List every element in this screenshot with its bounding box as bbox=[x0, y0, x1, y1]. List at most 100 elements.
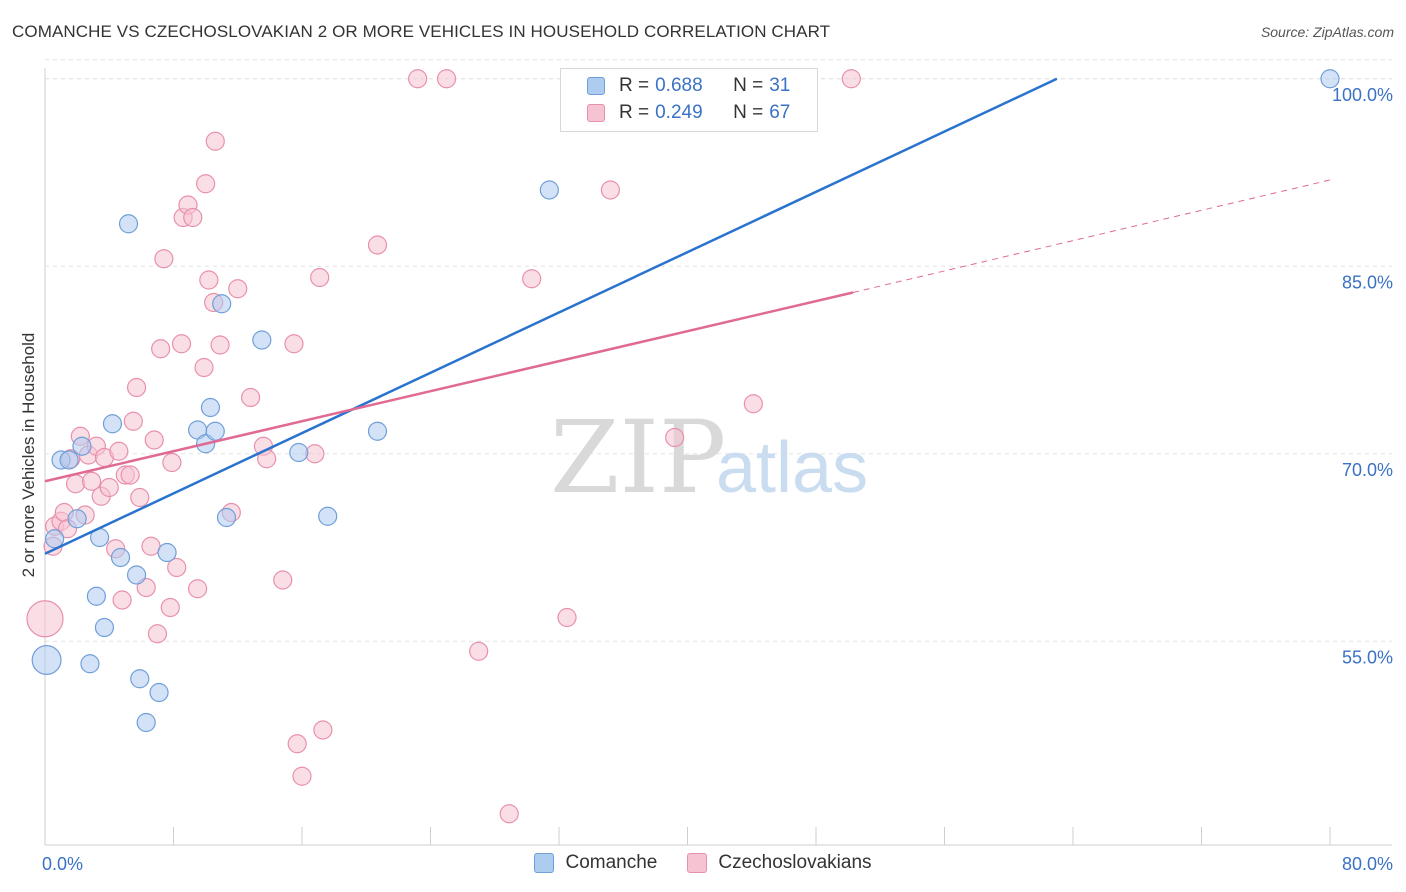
czech-point bbox=[162, 452, 182, 473]
legend-r-label: R = bbox=[619, 75, 650, 96]
czech-point bbox=[167, 557, 187, 578]
tick-labels: 55.0% 70.0% 85.0% 100.0% 0.0% 80.0% bbox=[42, 85, 1393, 874]
czech-point bbox=[196, 174, 216, 194]
comanche-point bbox=[94, 617, 115, 638]
czech-point bbox=[126, 377, 147, 398]
y-tick-label: 70.0% bbox=[1342, 460, 1393, 480]
x-tick-label: 80.0% bbox=[1342, 854, 1393, 874]
legend-r-value: 0.249 bbox=[655, 102, 703, 123]
czech-point bbox=[228, 279, 248, 299]
czech-point bbox=[313, 720, 333, 740]
comanche-point bbox=[67, 509, 87, 529]
comanche-point bbox=[318, 506, 338, 526]
czech-point bbox=[273, 570, 293, 590]
comanche-point bbox=[252, 330, 272, 350]
czech-point bbox=[130, 487, 150, 508]
comanche-point bbox=[45, 529, 65, 549]
comanche-point bbox=[80, 654, 100, 674]
czech-point bbox=[367, 235, 388, 255]
legend-n-value: 67 bbox=[769, 102, 791, 123]
comanche-point bbox=[72, 436, 92, 456]
czech-points bbox=[26, 69, 861, 824]
trend-lines bbox=[44, 77, 1331, 555]
axes bbox=[44, 68, 1392, 846]
comanche-point bbox=[130, 669, 150, 689]
czech-point bbox=[841, 69, 861, 89]
comanche-point bbox=[126, 565, 147, 585]
y-tick-label: 100.0% bbox=[1332, 85, 1393, 105]
comanche-point bbox=[212, 294, 232, 314]
czech-point bbox=[151, 339, 171, 359]
watermark-zip: ZIP bbox=[550, 399, 726, 516]
czech-point bbox=[199, 270, 219, 290]
czech-point bbox=[65, 474, 86, 494]
legend-n-label: N = bbox=[733, 102, 764, 123]
comanche-trend-line bbox=[44, 77, 1058, 555]
czech-legend-swatch bbox=[687, 853, 708, 873]
czech-trend-line bbox=[44, 291, 854, 483]
czech-point bbox=[469, 641, 489, 661]
czech-swatch bbox=[587, 104, 605, 122]
czech-point bbox=[600, 180, 621, 200]
comanche-point bbox=[289, 442, 309, 463]
czech-point bbox=[287, 734, 307, 754]
czech-trend-extension bbox=[852, 179, 1331, 293]
czech-point bbox=[123, 411, 143, 431]
comanche-point bbox=[367, 421, 388, 441]
comanche-point bbox=[205, 421, 225, 441]
czech-point bbox=[210, 335, 230, 355]
legend-r-value: 0.688 bbox=[655, 75, 703, 96]
comanche-point bbox=[1320, 69, 1340, 89]
legend-row-comanche: R = 0.688 N = 31 bbox=[587, 74, 790, 98]
y-axis-label: 2 or more Vehicles in Household bbox=[19, 333, 38, 578]
comanche-point bbox=[86, 586, 107, 606]
czech-point bbox=[557, 607, 577, 628]
czech-point bbox=[147, 624, 168, 644]
x-tick-label: 0.0% bbox=[42, 854, 83, 874]
czech-point bbox=[241, 387, 261, 408]
comanche-point bbox=[59, 450, 79, 470]
czech-point bbox=[99, 477, 119, 498]
czech-point bbox=[292, 766, 312, 786]
czech-point bbox=[154, 249, 174, 269]
legend-label-czech: Czechoslovakians bbox=[718, 852, 872, 873]
comanche-point bbox=[539, 180, 559, 200]
czech-point bbox=[112, 590, 132, 610]
comanche-legend-swatch bbox=[534, 853, 555, 873]
legend-n-value: 31 bbox=[769, 75, 791, 96]
czech-point bbox=[187, 579, 208, 599]
comanche-point bbox=[110, 547, 131, 568]
series-legend: Comanche Czechoslovakians bbox=[0, 852, 1406, 874]
czech-point bbox=[183, 207, 203, 228]
czech-point bbox=[522, 269, 542, 289]
czech-point bbox=[305, 444, 325, 464]
comanche-point bbox=[216, 507, 237, 528]
czech-point bbox=[284, 334, 304, 354]
czech-point bbox=[665, 427, 685, 448]
comanche-point bbox=[118, 214, 139, 234]
czech-point bbox=[26, 600, 64, 638]
czech-point bbox=[194, 357, 214, 378]
source-label: Source: ZipAtlas.com bbox=[1260, 24, 1394, 40]
czech-point bbox=[310, 267, 330, 288]
legend-item-czech: Czechoslovakians bbox=[687, 852, 872, 874]
chart-title: COMANCHE VS CZECHOSLOVAKIAN 2 OR MORE VE… bbox=[12, 22, 831, 41]
legend-n-label: N = bbox=[733, 75, 764, 96]
czech-point bbox=[205, 131, 225, 151]
czech-point bbox=[743, 394, 763, 414]
czech-point bbox=[408, 69, 428, 89]
czech-point bbox=[160, 597, 180, 618]
comanche-points bbox=[31, 69, 1340, 733]
comanche-point bbox=[31, 644, 62, 675]
legend-item-comanche: Comanche bbox=[534, 852, 657, 874]
legend-label-comanche: Comanche bbox=[565, 852, 658, 873]
grid-lines bbox=[45, 59, 1392, 642]
watermark: ZIP atlas bbox=[550, 399, 868, 516]
comanche-point bbox=[157, 542, 177, 563]
y-tick-label: 55.0% bbox=[1342, 647, 1393, 667]
czech-point bbox=[171, 334, 192, 354]
watermark-atlas: atlas bbox=[716, 428, 868, 508]
y-tick-label: 85.0% bbox=[1342, 272, 1393, 292]
czech-point bbox=[436, 69, 457, 89]
